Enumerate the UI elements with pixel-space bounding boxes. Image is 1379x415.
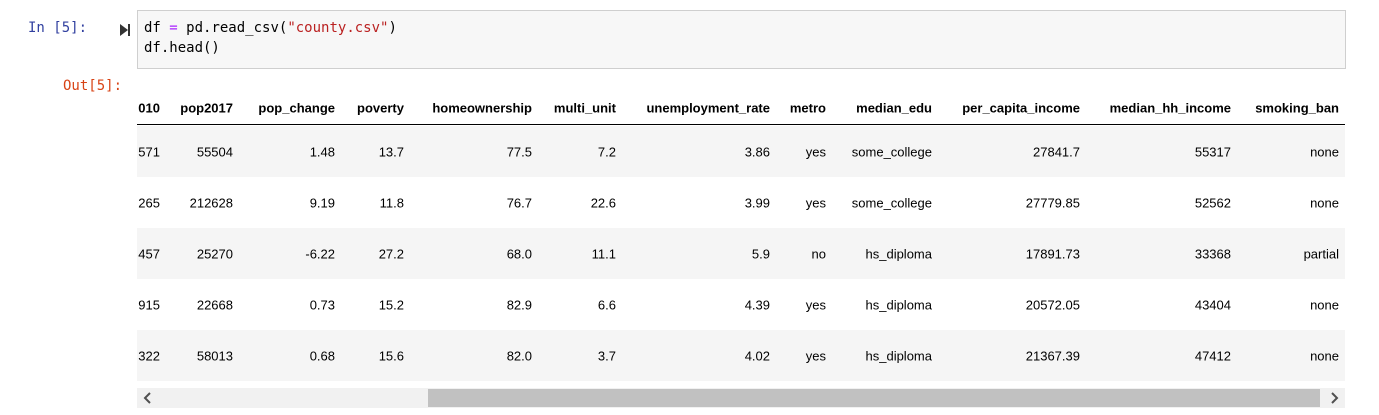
table-cell: 17891.73 <box>1025 246 1080 262</box>
table-cell: 21367.39 <box>1025 348 1080 364</box>
table-cell: 11.1 <box>591 246 616 262</box>
table-cell: yes <box>805 144 826 160</box>
table-cell: hs_diploma <box>865 297 933 313</box>
column-header: 010 <box>138 100 160 116</box>
code-token: df.head() <box>144 40 220 56</box>
table-cell: 0.68 <box>309 348 335 364</box>
table-cell: 3.7 <box>597 348 616 364</box>
table-cell: 571 <box>138 144 160 160</box>
code-cell[interactable] <box>137 10 1346 69</box>
table-cell: 27779.85 <box>1025 195 1080 211</box>
header-rule <box>137 124 1345 125</box>
table-cell: 43404 <box>1194 297 1231 313</box>
run-button[interactable] <box>118 22 132 38</box>
column-header: unemployment_rate <box>646 100 770 116</box>
table-cell: 76.7 <box>506 195 532 211</box>
table-cell: 22668 <box>196 297 233 313</box>
row-stripe <box>137 330 1345 381</box>
table-cell: none <box>1310 144 1339 160</box>
table-cell: 6.6 <box>597 297 616 313</box>
output-table: 010 pop2017 pop_change poverty homeownership… <box>137 100 1345 381</box>
code-operator: = <box>169 20 178 36</box>
table-cell: 13.7 <box>378 144 404 160</box>
table-cell: 265 <box>138 195 160 211</box>
table-cell: 5.9 <box>751 246 770 262</box>
table-cell: 33368 <box>1194 246 1231 262</box>
table-cell: none <box>1310 348 1339 364</box>
table-cell: 77.5 <box>506 144 532 160</box>
table-cell: 3.99 <box>744 195 770 211</box>
output-prompt: Out[5]: <box>63 78 123 94</box>
table-cell: 3.86 <box>744 144 770 160</box>
code-line: df.head() <box>144 40 220 56</box>
table-cell: 15.2 <box>378 297 404 313</box>
table-cell: 4.02 <box>744 348 770 364</box>
table-cell: yes <box>805 348 826 364</box>
table-cell: none <box>1310 297 1339 313</box>
table-cell: 15.6 <box>378 348 404 364</box>
table-cell: 1.48 <box>309 144 335 160</box>
column-header: metro <box>789 100 826 116</box>
table-cell: 457 <box>138 246 160 262</box>
table-cell: 11.8 <box>379 195 404 211</box>
table-cell: 27.2 <box>378 246 404 262</box>
table-cell: no <box>811 246 826 262</box>
table-cell: 47412 <box>1194 348 1231 364</box>
code-token: pd.read_csv( <box>177 20 288 36</box>
table-cell: 4.39 <box>744 297 770 313</box>
code-string: "county.csv" <box>287 20 389 36</box>
column-header: smoking_ban <box>1255 100 1339 116</box>
table-cell: 52562 <box>1194 195 1231 211</box>
scroll-right[interactable] <box>1328 391 1340 405</box>
table-cell: 58013 <box>196 348 233 364</box>
table-cell: 25270 <box>196 246 233 262</box>
table-cell: 68.0 <box>506 246 532 262</box>
table-cell: 322 <box>138 348 160 364</box>
row-stripe <box>137 228 1345 279</box>
scrollbar-thumb[interactable] <box>428 389 1320 407</box>
column-header: per_capita_income <box>962 100 1080 116</box>
column-header: pop2017 <box>180 100 233 116</box>
table-cell: 20572.05 <box>1025 297 1080 313</box>
table-cell: 22.6 <box>590 195 616 211</box>
table-cell: some_college <box>851 195 932 211</box>
code-token: ) <box>388 20 397 36</box>
table-cell: 82.9 <box>506 297 532 313</box>
column-header: median_edu <box>856 100 932 116</box>
scroll-left[interactable] <box>142 391 154 405</box>
table-cell: 55317 <box>1194 144 1231 160</box>
table-cell: hs_diploma <box>865 348 933 364</box>
table-cell: 915 <box>138 297 160 313</box>
table-cell: 212628 <box>189 195 233 211</box>
table-cell: hs_diploma <box>865 246 933 262</box>
table-cell: 27841.7 <box>1033 144 1080 160</box>
column-header: multi_unit <box>553 100 616 116</box>
table-cell: 9.19 <box>309 195 335 211</box>
column-header: homeownership <box>432 100 532 116</box>
table-cell: partial <box>1303 246 1339 262</box>
table-cell: -6.22 <box>305 246 335 262</box>
code-token: df <box>144 20 170 36</box>
column-header: median_hh_income <box>1109 100 1231 116</box>
table-cell: some_college <box>851 144 932 160</box>
table-cell: yes <box>805 297 826 313</box>
input-prompt: In [5]: <box>28 20 88 36</box>
table-cell: yes <box>805 195 826 211</box>
table-cell: 7.2 <box>597 144 616 160</box>
column-header: pop_change <box>258 100 335 116</box>
table-cell: 55504 <box>196 144 233 160</box>
code-line: df = pd.read_csv("county.csv") <box>144 20 397 36</box>
table-cell: none <box>1310 195 1339 211</box>
table-cell: 0.73 <box>309 297 335 313</box>
column-header: poverty <box>357 100 404 116</box>
table-cell: 82.0 <box>506 348 532 364</box>
row-stripe <box>137 126 1345 177</box>
